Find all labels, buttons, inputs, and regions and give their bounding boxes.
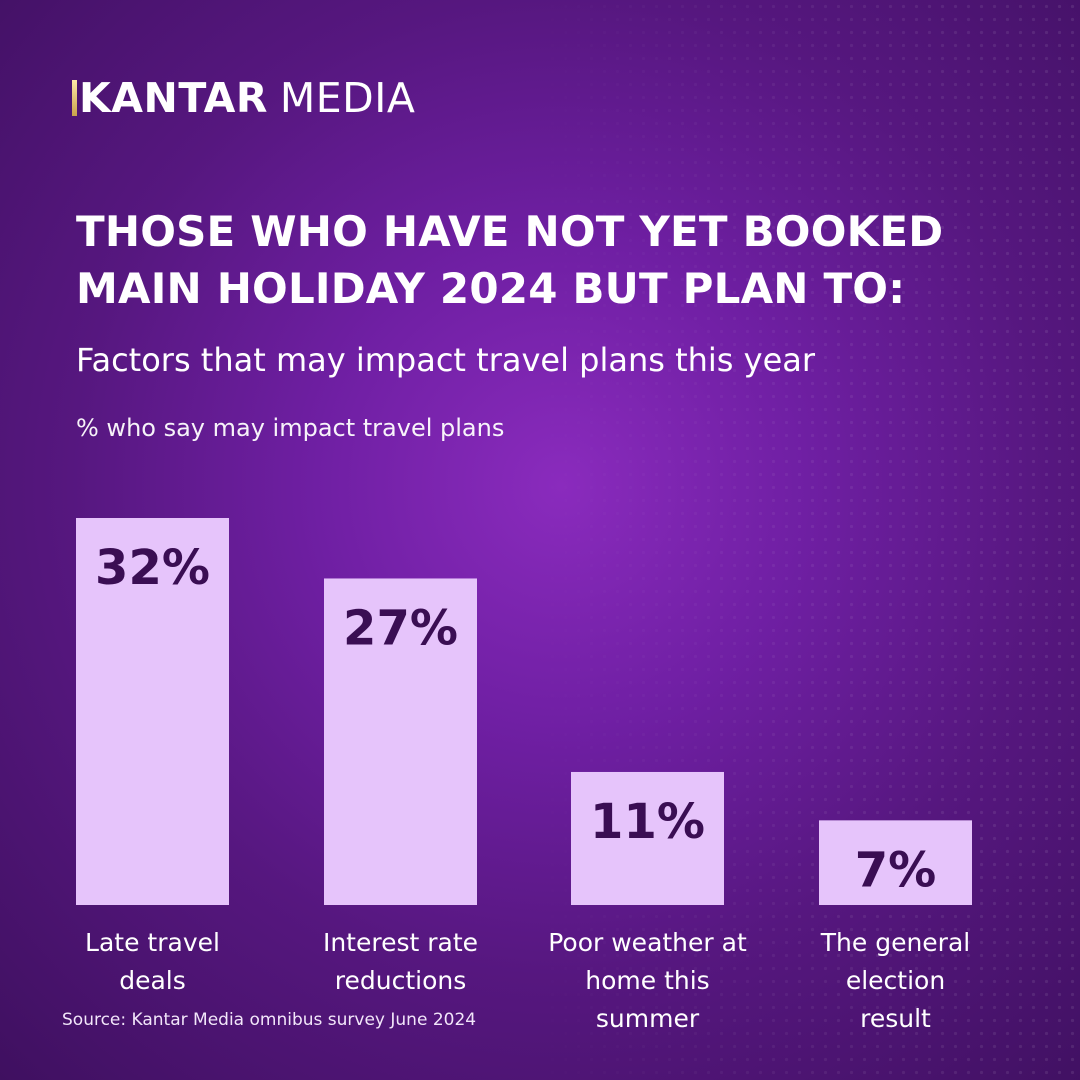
bar-value-label-4: 7% [855,842,937,898]
bar-2 [324,578,477,905]
chart-subtitle: Factors that may impact travel plans thi… [76,341,816,379]
y-axis-label: % who say may impact travel plans [76,414,505,442]
kantar-media-logo: KANTAR MEDIA [72,72,415,124]
category-label-3: Poor weather at home this summer [548,928,747,1033]
category-label-4: The general election result [820,928,970,1033]
logo-text-media: MEDIA [279,73,416,122]
logo-text-kantar: KANTAR [79,73,268,122]
bar-3 [571,771,724,905]
bar-value-label-2: 27% [343,600,458,656]
category-label-1: Late travel deals [85,928,220,995]
source-note: Source: Kantar Media omnibus survey June… [62,1010,477,1030]
bar-4 [819,820,972,905]
logo-accent-bar [72,80,77,116]
bar-1 [76,518,229,905]
bar-value-label-1: 32% [95,540,210,596]
category-label-2: Interest rate reductions [323,928,478,995]
bar-value-label-3: 11% [590,794,705,850]
chart-title: THOSE WHO HAVE NOT YET BOOKED MAIN HOLID… [76,207,944,313]
